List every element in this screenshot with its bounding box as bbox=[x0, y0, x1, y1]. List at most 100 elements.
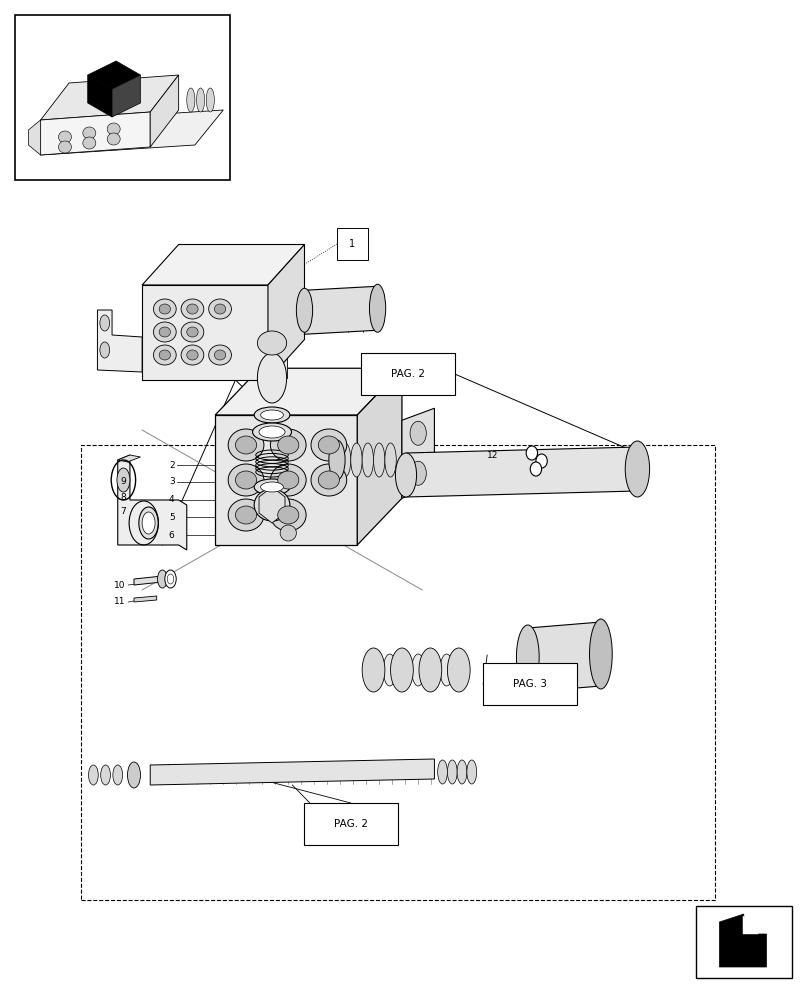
Ellipse shape bbox=[88, 765, 98, 785]
Ellipse shape bbox=[318, 436, 339, 454]
Text: PAG. 2: PAG. 2 bbox=[334, 819, 367, 829]
Ellipse shape bbox=[228, 464, 264, 496]
Polygon shape bbox=[88, 75, 112, 117]
Ellipse shape bbox=[181, 345, 204, 365]
Text: PAG. 3: PAG. 3 bbox=[513, 679, 546, 689]
Polygon shape bbox=[41, 75, 178, 120]
Polygon shape bbox=[150, 759, 434, 785]
Ellipse shape bbox=[257, 331, 286, 355]
Text: 4: 4 bbox=[169, 495, 174, 504]
Ellipse shape bbox=[254, 479, 290, 495]
Text: 9: 9 bbox=[120, 478, 126, 487]
Ellipse shape bbox=[208, 299, 231, 319]
Bar bbox=[361, 353, 454, 395]
Ellipse shape bbox=[196, 88, 204, 112]
Ellipse shape bbox=[418, 648, 441, 692]
Ellipse shape bbox=[139, 507, 158, 539]
Ellipse shape bbox=[296, 288, 312, 332]
Ellipse shape bbox=[113, 765, 122, 785]
Text: PAG. 2: PAG. 2 bbox=[391, 369, 424, 379]
Polygon shape bbox=[215, 368, 401, 415]
Polygon shape bbox=[257, 343, 286, 378]
Ellipse shape bbox=[373, 443, 384, 477]
Ellipse shape bbox=[516, 625, 539, 689]
Ellipse shape bbox=[339, 443, 350, 477]
Ellipse shape bbox=[311, 429, 346, 461]
Ellipse shape bbox=[167, 574, 174, 584]
Bar bbox=[337, 228, 367, 260]
Ellipse shape bbox=[259, 426, 285, 438]
Polygon shape bbox=[268, 244, 304, 380]
Ellipse shape bbox=[526, 446, 537, 460]
Polygon shape bbox=[88, 61, 140, 89]
Polygon shape bbox=[134, 596, 157, 602]
Ellipse shape bbox=[107, 123, 120, 135]
Ellipse shape bbox=[589, 619, 611, 689]
Polygon shape bbox=[259, 487, 285, 523]
Ellipse shape bbox=[252, 423, 291, 441]
Ellipse shape bbox=[411, 654, 424, 686]
Polygon shape bbox=[134, 576, 162, 585]
Polygon shape bbox=[150, 75, 178, 147]
Ellipse shape bbox=[260, 410, 283, 420]
Ellipse shape bbox=[100, 342, 109, 358]
Ellipse shape bbox=[440, 654, 453, 686]
Ellipse shape bbox=[318, 471, 339, 489]
Ellipse shape bbox=[395, 453, 416, 497]
Text: 7: 7 bbox=[120, 508, 126, 516]
Ellipse shape bbox=[58, 141, 71, 153]
Ellipse shape bbox=[153, 322, 176, 342]
Ellipse shape bbox=[58, 131, 71, 143]
Text: 10: 10 bbox=[114, 580, 126, 589]
Ellipse shape bbox=[328, 440, 345, 480]
Ellipse shape bbox=[311, 464, 346, 496]
Ellipse shape bbox=[208, 345, 231, 365]
Polygon shape bbox=[118, 455, 187, 550]
Polygon shape bbox=[406, 447, 637, 497]
Text: 8: 8 bbox=[120, 492, 126, 502]
Ellipse shape bbox=[466, 760, 476, 784]
Polygon shape bbox=[357, 368, 401, 545]
Text: 3: 3 bbox=[169, 478, 174, 487]
Ellipse shape bbox=[369, 284, 385, 332]
Ellipse shape bbox=[410, 421, 426, 445]
Ellipse shape bbox=[362, 443, 373, 477]
Ellipse shape bbox=[350, 443, 362, 477]
Ellipse shape bbox=[457, 760, 466, 784]
Ellipse shape bbox=[159, 350, 170, 360]
Ellipse shape bbox=[235, 471, 256, 489]
Ellipse shape bbox=[254, 489, 290, 521]
Ellipse shape bbox=[277, 436, 298, 454]
Ellipse shape bbox=[437, 760, 447, 784]
Ellipse shape bbox=[157, 570, 167, 588]
Ellipse shape bbox=[280, 525, 296, 541]
Text: 6: 6 bbox=[169, 530, 174, 540]
Ellipse shape bbox=[181, 322, 204, 342]
Ellipse shape bbox=[159, 304, 170, 314]
Ellipse shape bbox=[181, 299, 204, 319]
Bar bbox=[15, 15, 230, 180]
Polygon shape bbox=[719, 914, 766, 967]
Ellipse shape bbox=[206, 88, 214, 112]
Ellipse shape bbox=[153, 345, 176, 365]
Ellipse shape bbox=[101, 765, 110, 785]
Ellipse shape bbox=[277, 471, 298, 489]
Ellipse shape bbox=[187, 350, 198, 360]
Bar bbox=[81, 445, 714, 900]
Ellipse shape bbox=[214, 350, 225, 360]
Ellipse shape bbox=[270, 464, 306, 496]
Ellipse shape bbox=[159, 327, 170, 337]
Polygon shape bbox=[215, 415, 357, 545]
Ellipse shape bbox=[142, 512, 155, 534]
Ellipse shape bbox=[228, 499, 264, 531]
Ellipse shape bbox=[187, 304, 198, 314]
Text: 11: 11 bbox=[114, 597, 126, 606]
Ellipse shape bbox=[270, 499, 306, 531]
Polygon shape bbox=[118, 455, 140, 462]
Text: 5: 5 bbox=[169, 512, 174, 522]
Ellipse shape bbox=[535, 454, 547, 468]
Polygon shape bbox=[142, 285, 268, 380]
Ellipse shape bbox=[187, 88, 195, 112]
Ellipse shape bbox=[83, 137, 96, 149]
Ellipse shape bbox=[390, 648, 413, 692]
